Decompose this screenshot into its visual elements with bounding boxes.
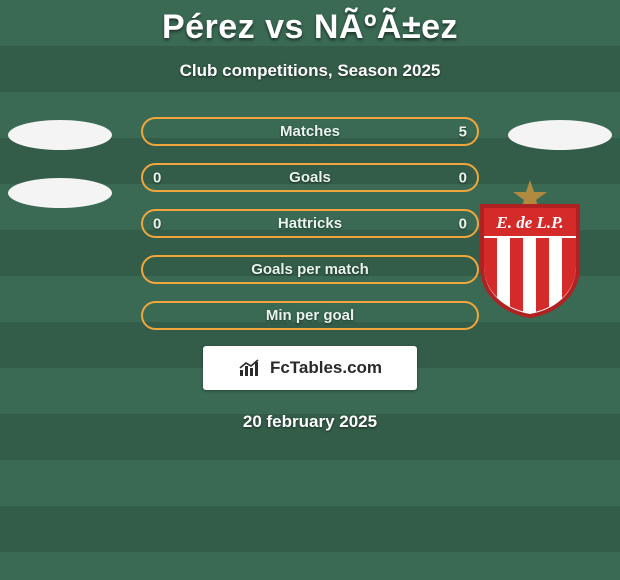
stat-right-value: 5 [459,123,467,140]
brand-box: FcTables.com [203,346,417,390]
stat-left-value: 0 [153,169,161,186]
stat-row-goals-per-match: Goals per match [141,255,479,284]
club-logo-placeholder [8,178,112,208]
stat-row-min-per-goal: Min per goal [141,301,479,330]
stat-row-hattricks: 0 Hattricks 0 [141,209,479,238]
stat-label: Hattricks [278,215,342,232]
date-label: 20 february 2025 [243,412,377,432]
stat-right-value: 0 [459,169,467,186]
stat-right-value: 0 [459,215,467,232]
page-title: Pérez vs NÃºÃ±ez [162,8,458,47]
stat-row-matches: Matches 5 [141,117,479,146]
right-player-slot [508,120,612,150]
stat-label: Goals [289,169,331,186]
stat-label: Min per goal [266,307,354,324]
brand-text: FcTables.com [270,358,382,378]
page-subtitle: Club competitions, Season 2025 [180,61,441,81]
left-player-slot [8,120,112,208]
player-photo-placeholder [8,120,112,150]
stat-label: Matches [280,123,340,140]
stat-row-goals: 0 Goals 0 [141,163,479,192]
player-photo-placeholder [508,120,612,150]
badge-text: E. de L.P. [495,213,563,232]
stat-label: Goals per match [251,261,369,278]
bar-chart-icon [238,358,264,378]
club-badge-estudiantes: E. de L.P. [470,178,590,318]
stat-left-value: 0 [153,215,161,232]
